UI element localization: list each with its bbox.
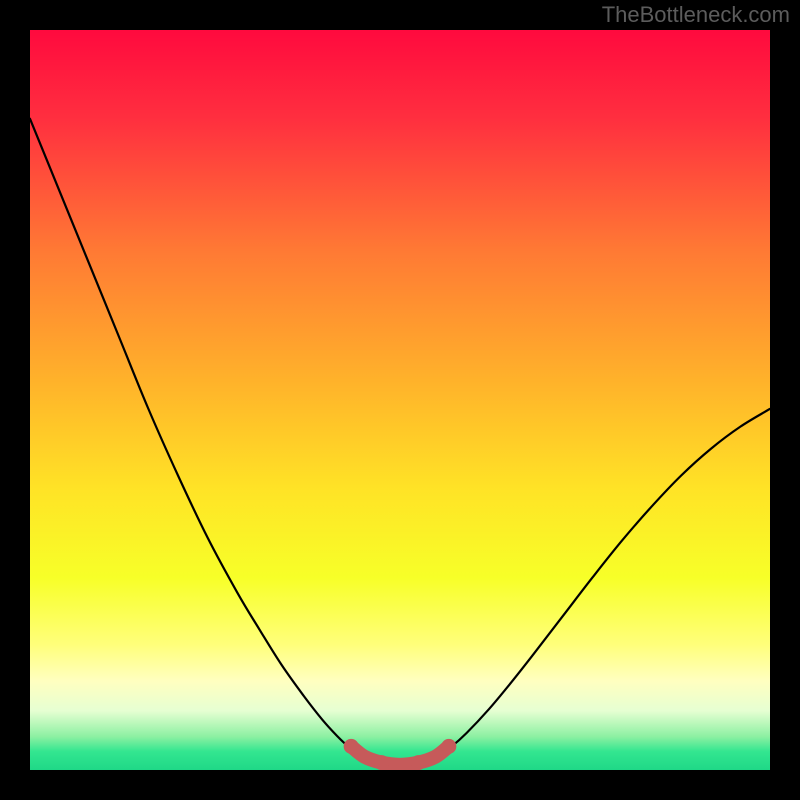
valley-marker-dot bbox=[411, 755, 426, 770]
valley-marker-dot bbox=[344, 739, 359, 754]
plot-gradient-background bbox=[30, 30, 770, 770]
valley-marker-dot bbox=[374, 755, 389, 770]
chart-stage: TheBottleneck.com bbox=[0, 0, 800, 800]
valley-marker-dot bbox=[441, 739, 456, 754]
bottleneck-curve-chart bbox=[0, 0, 800, 800]
watermark-text: TheBottleneck.com bbox=[602, 2, 790, 28]
